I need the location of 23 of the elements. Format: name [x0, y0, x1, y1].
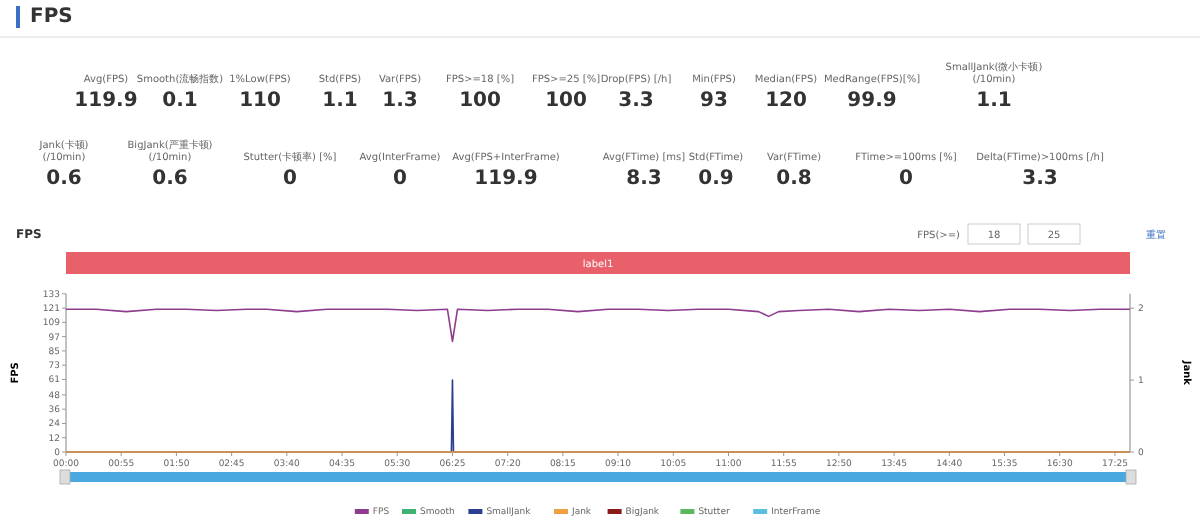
data-label: 119.9: [74, 90, 138, 112]
data-label: 0: [897, 168, 915, 190]
data-label: 0.6: [150, 168, 190, 190]
data-label: 1.3: [380, 90, 420, 112]
data-label: 3.3: [616, 90, 656, 112]
data-label: 0.8: [774, 168, 814, 190]
data-label: 0: [281, 168, 299, 190]
data-label: 0.1: [160, 90, 200, 112]
data-label: 0: [391, 168, 409, 190]
data-label: 0.6: [44, 168, 84, 190]
data-label: 119.9: [472, 168, 540, 190]
data-label: 100: [543, 90, 589, 112]
data-label: 100: [457, 90, 503, 112]
data-label: 1.1: [974, 90, 1014, 112]
data-label: 99.9: [845, 90, 899, 112]
data-label: 1.1: [320, 90, 360, 112]
data-label: 3.3: [1020, 168, 1060, 190]
data-label: 120: [763, 90, 809, 112]
text: FPS: [16, 6, 73, 28]
data-label: 0.9: [696, 168, 736, 190]
data-label: 8.3: [624, 168, 664, 190]
data-label: 93: [698, 90, 730, 112]
data-label: 110: [237, 90, 283, 112]
